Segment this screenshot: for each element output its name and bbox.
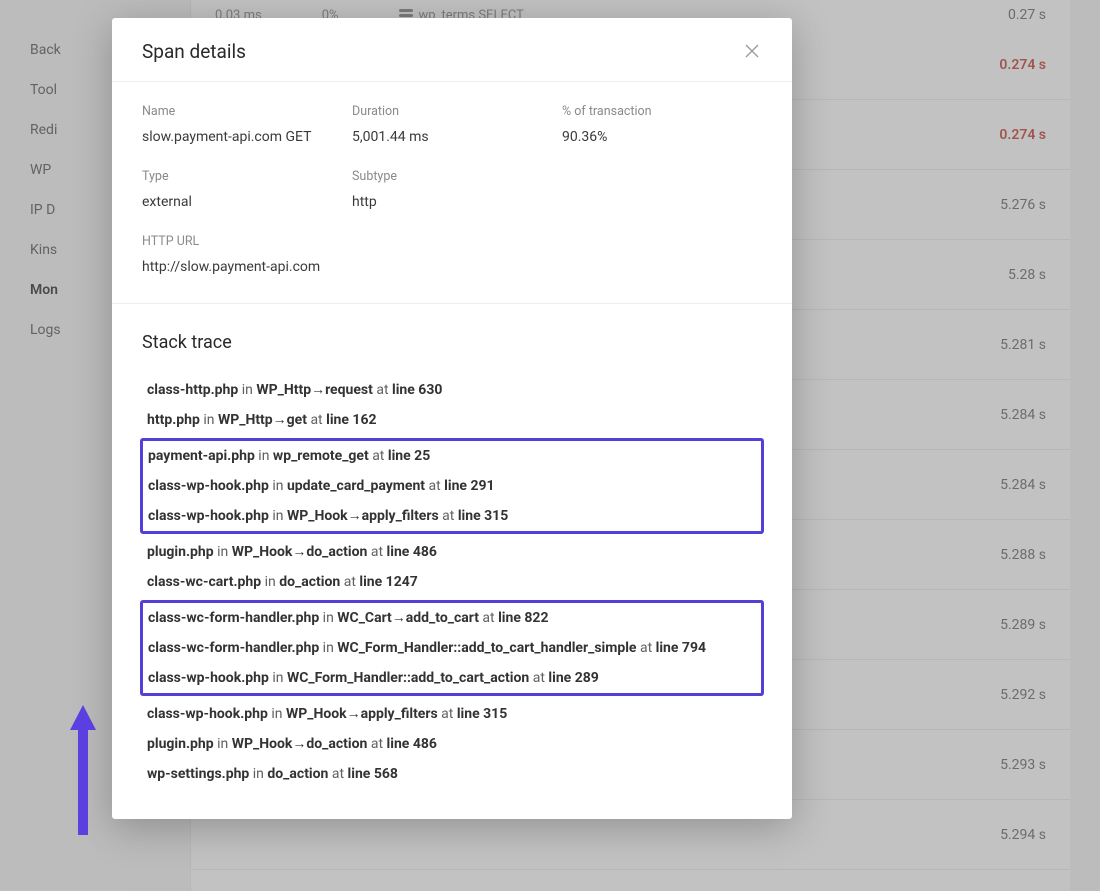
stack-trace-section: Stack trace class-http.php in WP_Http→re… xyxy=(112,304,792,819)
close-icon xyxy=(745,44,759,58)
stack-trace-title: Stack trace xyxy=(142,332,762,353)
stack-frame: payment-api.php in wp_remote_get at line… xyxy=(143,441,761,471)
stack-frame: class-wp-hook.php in update_card_payment… xyxy=(143,471,761,501)
stack-frame: class-http.php in WP_Http→request at lin… xyxy=(142,375,762,405)
subtype-label: Subtype xyxy=(352,169,562,184)
name-value: slow.payment-api.com GET xyxy=(142,129,352,145)
stack-frame: class-wc-form-handler.php in WC_Cart→add… xyxy=(143,603,761,633)
details-grid: Name slow.payment-api.com GET Duration 5… xyxy=(112,82,792,304)
stack-frame: class-wp-hook.php in WC_Form_Handler::ad… xyxy=(143,663,761,693)
stack-trace-list: class-http.php in WP_Http→request at lin… xyxy=(142,375,762,789)
highlighted-frames: class-wc-form-handler.php in WC_Cart→add… xyxy=(140,600,764,696)
pct-label: % of transaction xyxy=(562,104,762,119)
close-button[interactable] xyxy=(742,42,762,62)
modal-title: Span details xyxy=(142,40,246,63)
stack-frame: class-wc-form-handler.php in WC_Form_Han… xyxy=(143,633,761,663)
url-value: http://slow.payment-api.com xyxy=(142,259,762,275)
span-details-modal: Span details Name slow.payment-api.com G… xyxy=(112,18,792,819)
highlighted-frames: payment-api.php in wp_remote_get at line… xyxy=(140,438,764,534)
duration-label: Duration xyxy=(352,104,562,119)
url-label: HTTP URL xyxy=(142,234,762,249)
pct-value: 90.36% xyxy=(562,129,762,145)
subtype-value: http xyxy=(352,194,562,210)
modal-header: Span details xyxy=(112,18,792,82)
stack-frame: class-wp-hook.php in WP_Hook→apply_filte… xyxy=(142,699,762,729)
type-label: Type xyxy=(142,169,352,184)
duration-value: 5,001.44 ms xyxy=(352,129,562,145)
stack-frame: wp-settings.php in do_action at line 568 xyxy=(142,759,762,789)
stack-frame: http.php in WP_Http→get at line 162 xyxy=(142,405,762,435)
stack-frame: class-wp-hook.php in WP_Hook→apply_filte… xyxy=(143,501,761,531)
stack-frame: plugin.php in WP_Hook→do_action at line … xyxy=(142,537,762,567)
type-value: external xyxy=(142,194,352,210)
stack-frame: class-wc-cart.php in do_action at line 1… xyxy=(142,567,762,597)
name-label: Name xyxy=(142,104,352,119)
stack-frame: plugin.php in WP_Hook→do_action at line … xyxy=(142,729,762,759)
